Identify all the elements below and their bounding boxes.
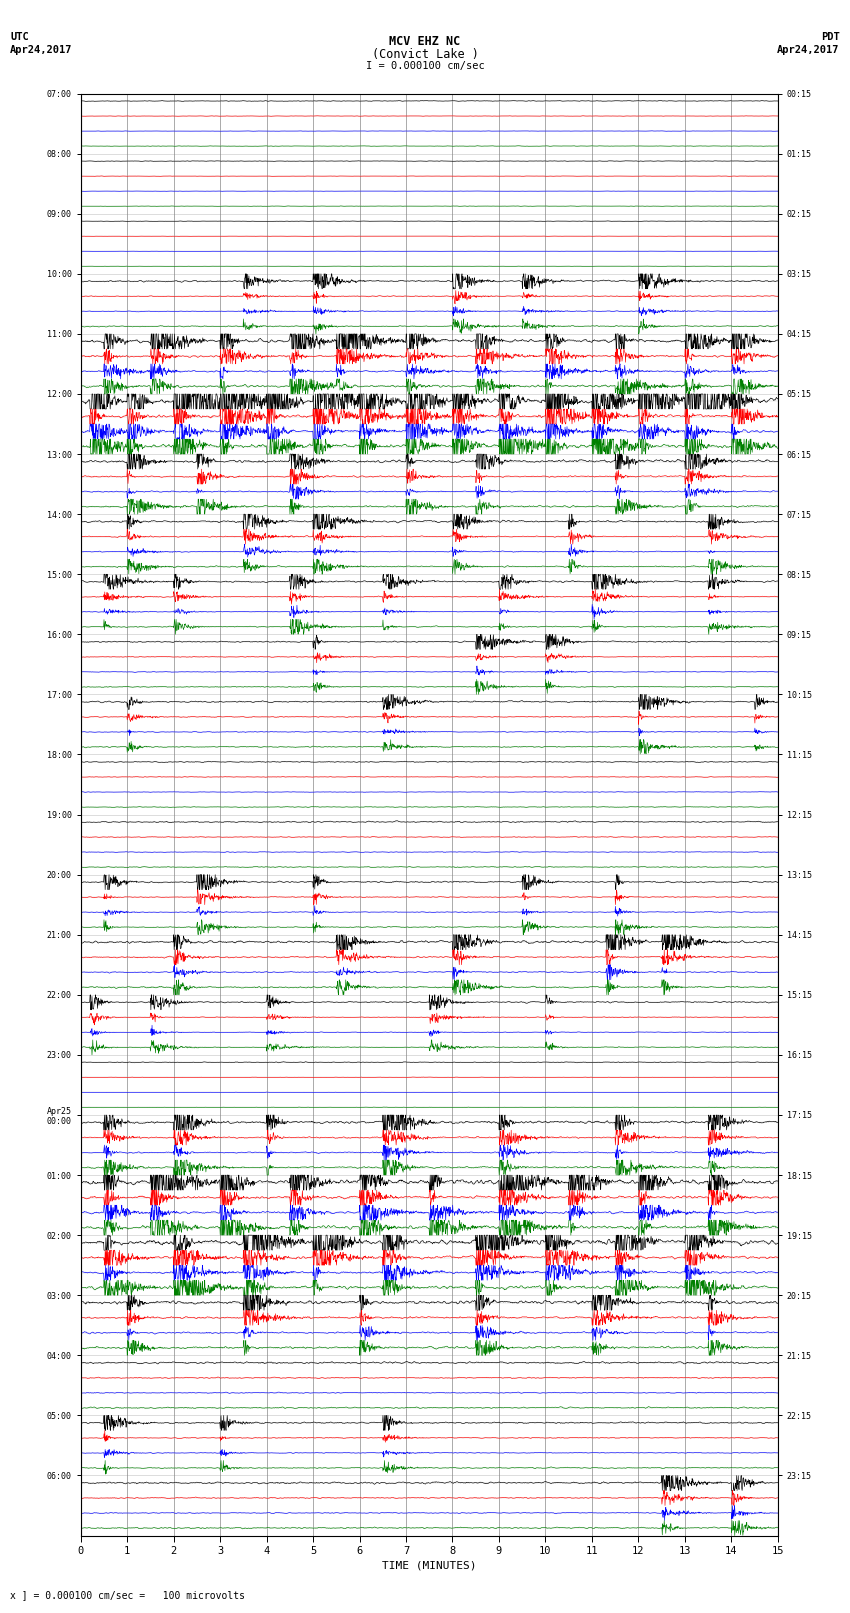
- Text: UTC: UTC: [10, 32, 29, 42]
- X-axis label: TIME (MINUTES): TIME (MINUTES): [382, 1560, 477, 1569]
- Text: Apr24,2017: Apr24,2017: [777, 45, 840, 55]
- Text: PDT: PDT: [821, 32, 840, 42]
- Text: MCV EHZ NC: MCV EHZ NC: [389, 35, 461, 48]
- Text: Apr24,2017: Apr24,2017: [10, 45, 73, 55]
- Text: x ] = 0.000100 cm/sec =   100 microvolts: x ] = 0.000100 cm/sec = 100 microvolts: [10, 1590, 245, 1600]
- Text: I = 0.000100 cm/sec: I = 0.000100 cm/sec: [366, 61, 484, 71]
- Text: (Convict Lake ): (Convict Lake ): [371, 48, 479, 61]
